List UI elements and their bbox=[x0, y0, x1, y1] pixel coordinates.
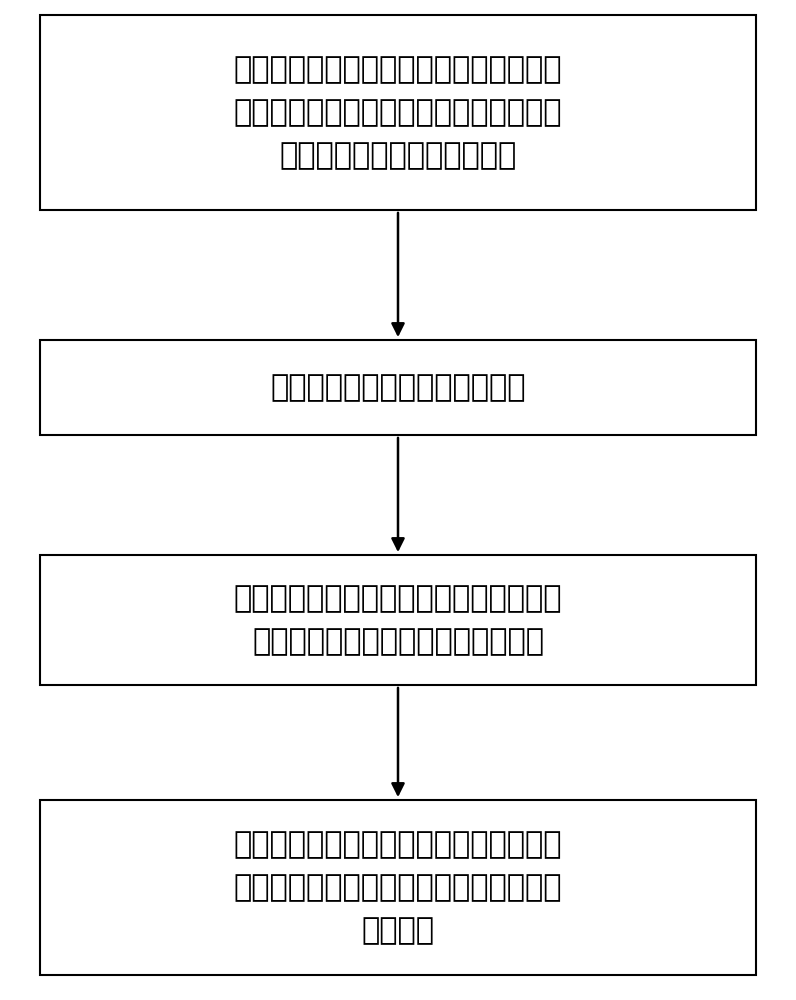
FancyBboxPatch shape bbox=[40, 555, 756, 685]
Text: 根据电磁流量计的故障分布函数模型，计
算电磁流量计故障的顶事件概率、基本事
件重要度: 根据电磁流量计的故障分布函数模型，计 算电磁流量计故障的顶事件概率、基本事 件重… bbox=[234, 830, 562, 945]
Text: 获取电磁流量计的故障基本事件: 获取电磁流量计的故障基本事件 bbox=[271, 373, 525, 402]
FancyBboxPatch shape bbox=[40, 15, 756, 210]
FancyBboxPatch shape bbox=[40, 800, 756, 975]
FancyBboxPatch shape bbox=[40, 340, 756, 435]
Text: 根据所述故障基本事件，参考故障树模型
的最小割集，建立故障分布函数模型: 根据所述故障基本事件，参考故障树模型 的最小割集，建立故障分布函数模型 bbox=[234, 584, 562, 656]
Text: 根据预先建立的电磁流量计的故障树模型
，对电磁流量计故障进行定性分析，以得
到电磁流量计故障的最小割集: 根据预先建立的电磁流量计的故障树模型 ，对电磁流量计故障进行定性分析，以得 到电… bbox=[234, 55, 562, 170]
